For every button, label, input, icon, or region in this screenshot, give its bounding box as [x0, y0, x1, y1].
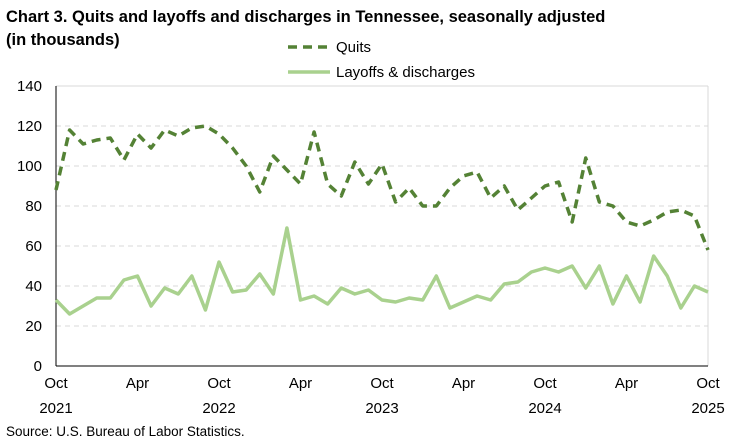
- x-tick-label: Apr: [126, 375, 149, 392]
- x-tick-label: Oct: [696, 375, 720, 392]
- y-tick-label: 0: [34, 358, 42, 375]
- x-tick-label: Apr: [289, 375, 312, 392]
- y-tick-label: 140: [17, 78, 42, 95]
- series-line-quits: [54, 124, 710, 251]
- chart-title: Chart 3. Quits and layoffs and discharge…: [6, 8, 606, 49]
- y-tick-label: 80: [25, 198, 42, 215]
- x-tick-year: 2021: [39, 400, 72, 417]
- legend-label: Layoffs & discharges: [336, 64, 475, 81]
- x-tick-year: 2024: [528, 400, 561, 417]
- x-tick-label: Apr: [615, 375, 638, 392]
- x-tick-label: Oct: [44, 375, 68, 392]
- x-tick-year: 2022: [202, 400, 235, 417]
- y-tick-label: 120: [17, 118, 42, 135]
- x-tick-label: Oct: [370, 375, 394, 392]
- chart-source: Source: U.S. Bureau of Labor Statistics.: [6, 424, 245, 439]
- y-tick-label: 100: [17, 158, 42, 175]
- x-tick-year: 2025: [691, 400, 724, 417]
- series-line-layoffs-discharges: [54, 226, 709, 316]
- x-tick-label: Apr: [452, 375, 475, 392]
- y-tick-label: 60: [25, 238, 42, 255]
- y-tick-label: 20: [25, 318, 42, 335]
- y-tick-label: 40: [25, 278, 42, 295]
- x-tick-label: Oct: [533, 375, 557, 392]
- x-tick-label: Oct: [207, 375, 231, 392]
- legend-label: Quits: [336, 39, 371, 56]
- x-tick-year: 2023: [365, 400, 398, 417]
